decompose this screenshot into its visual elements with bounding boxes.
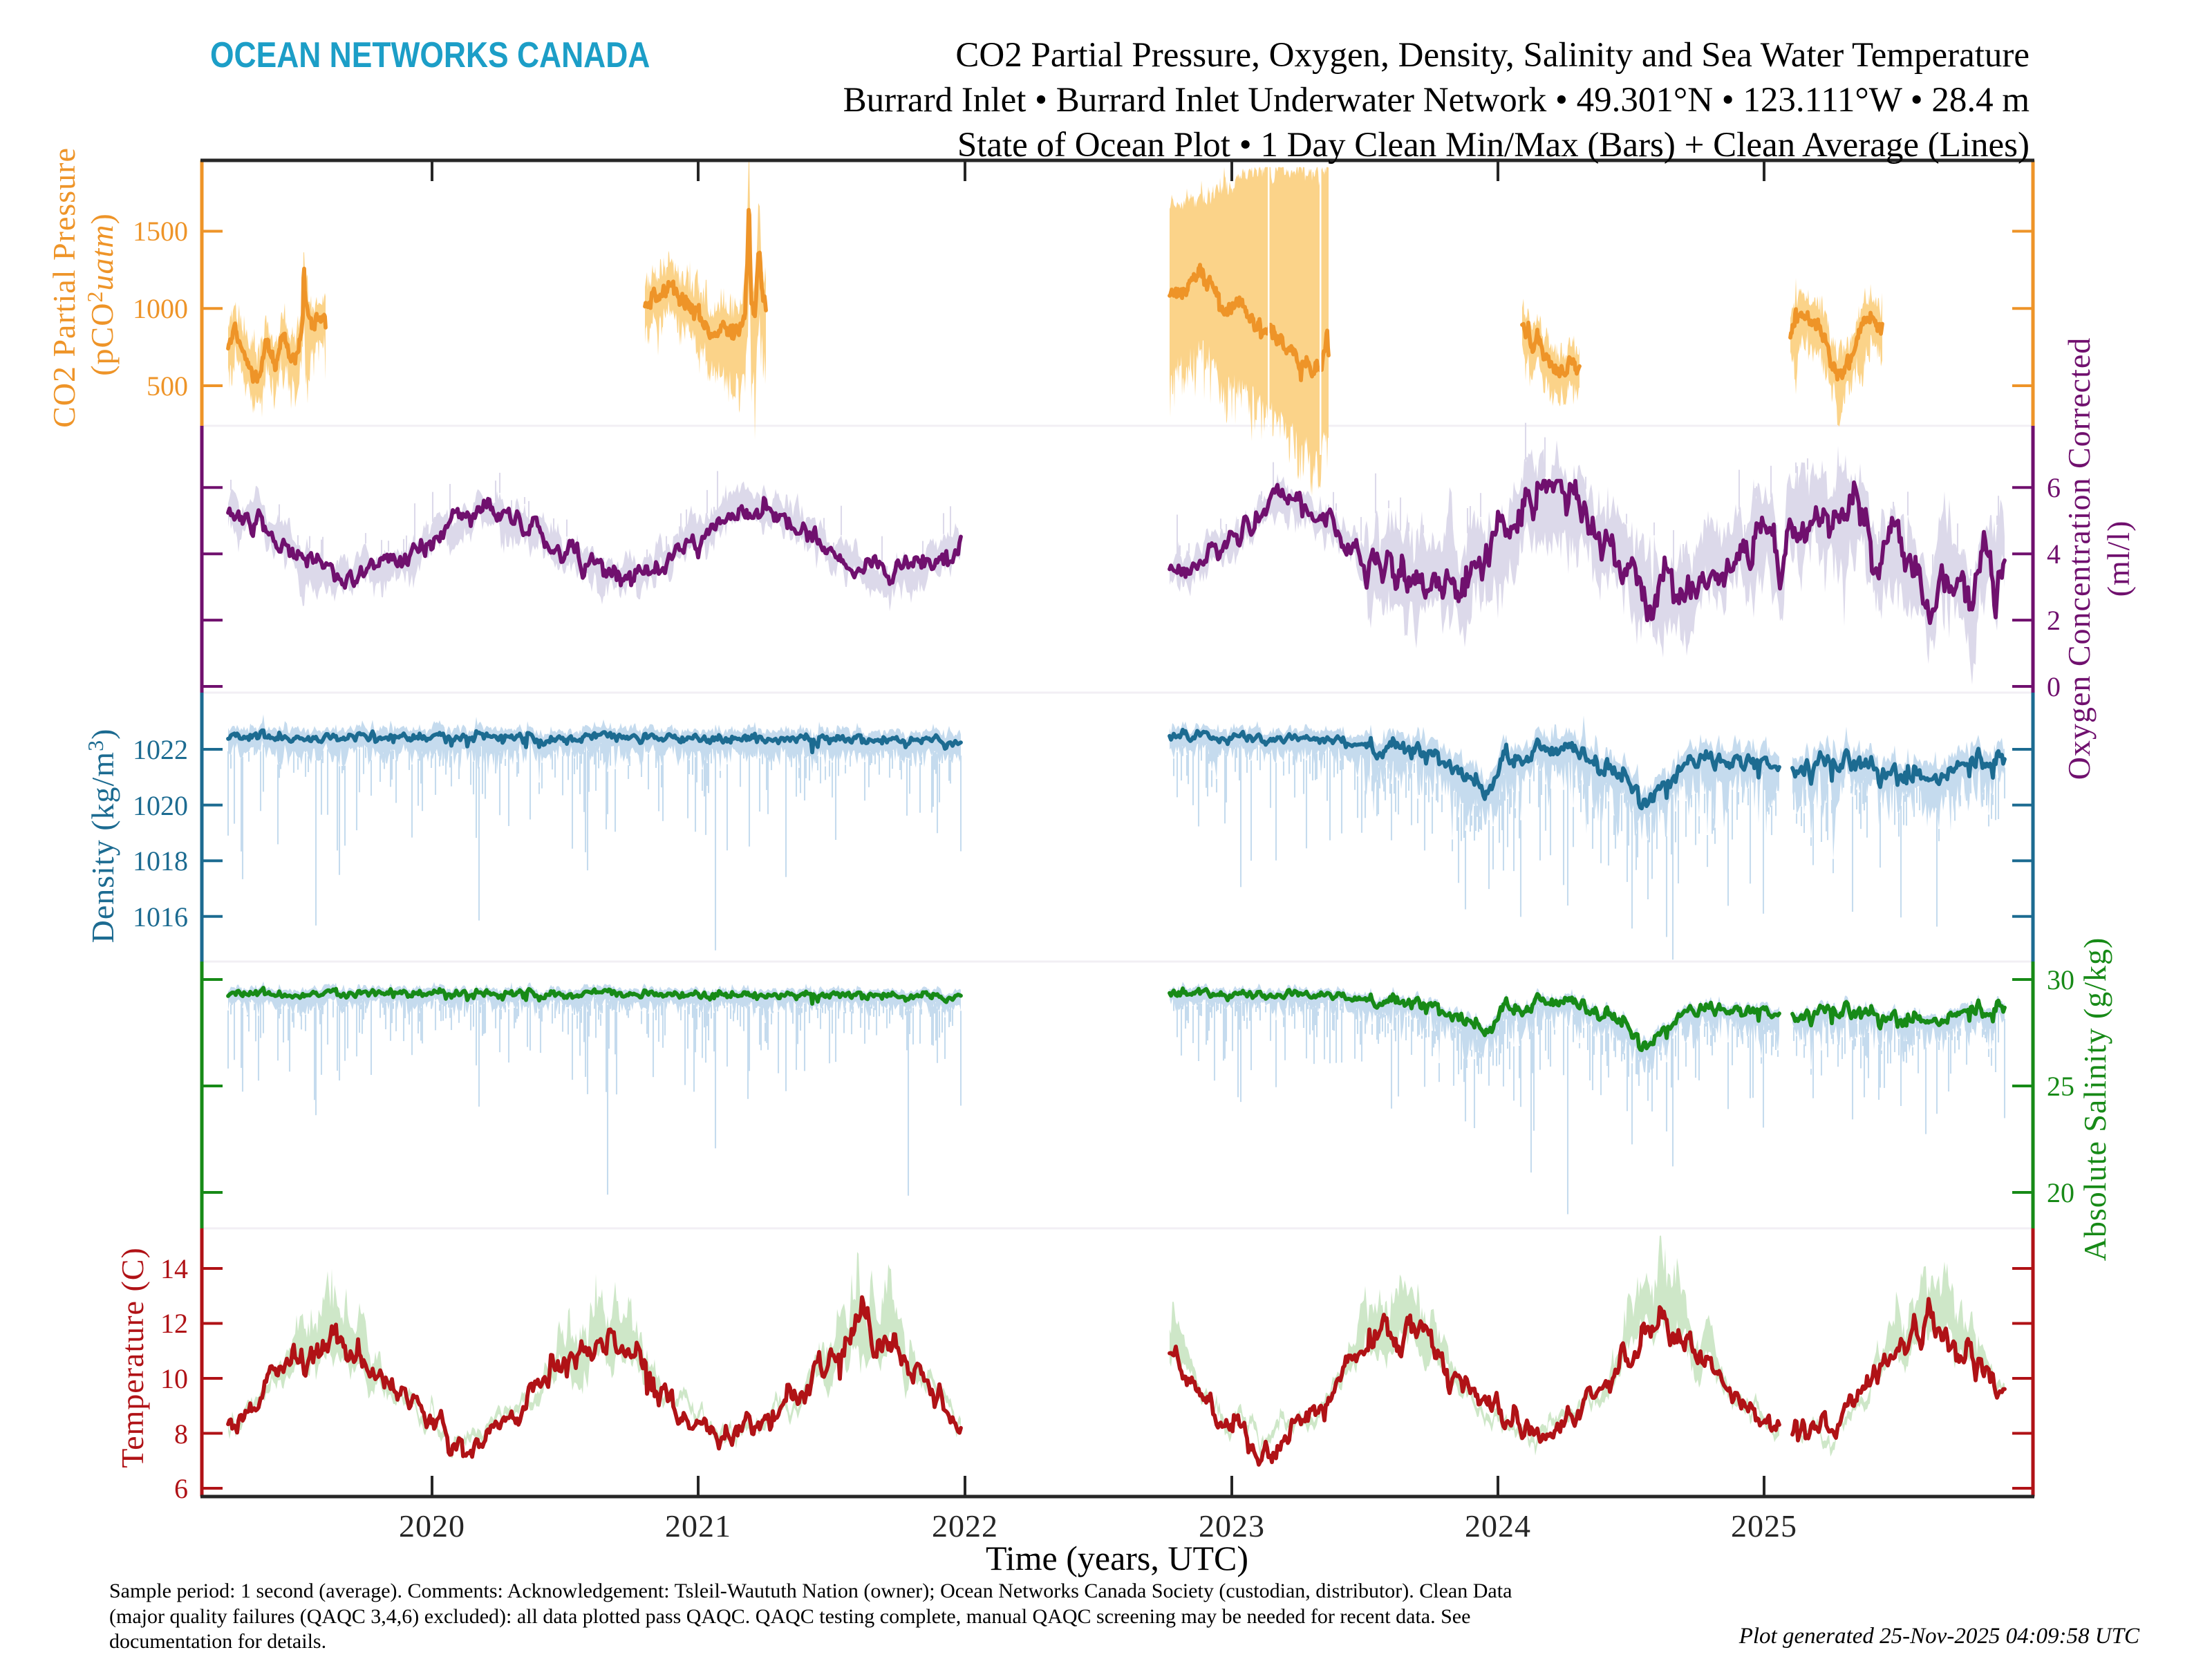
- svg-text:1016: 1016: [133, 901, 188, 932]
- svg-text:30: 30: [2047, 964, 2074, 995]
- svg-text:Temperature (C): Temperature (C): [115, 1247, 150, 1468]
- svg-text:Oxygen Concentration Corrected: Oxygen Concentration Corrected: [2061, 337, 2097, 780]
- svg-text:1000: 1000: [133, 293, 188, 324]
- svg-text:8: 8: [174, 1418, 188, 1450]
- svg-text:2022: 2022: [932, 1508, 998, 1544]
- svg-text:(major quality failures (QAQC: (major quality failures (QAQC 3,4,6) exc…: [109, 1605, 1470, 1628]
- svg-text:1500: 1500: [133, 216, 188, 247]
- svg-text:2024: 2024: [1465, 1508, 1531, 1544]
- svg-text:2025: 2025: [1731, 1508, 1797, 1544]
- svg-text:6: 6: [2047, 472, 2061, 503]
- svg-text:6: 6: [174, 1473, 188, 1504]
- svg-text:2023: 2023: [1199, 1508, 1265, 1544]
- svg-text:2021: 2021: [665, 1508, 731, 1544]
- svg-text:Plot generated 25-Nov-2025 04:: Plot generated 25-Nov-2025 04:09:58 UTC: [1738, 1624, 2140, 1649]
- svg-text:Burrard Inlet • Burrard Inlet: Burrard Inlet • Burrard Inlet Underwater…: [843, 81, 2030, 120]
- svg-text:Absolute Salinity (g/kg): Absolute Salinity (g/kg): [2077, 937, 2112, 1262]
- svg-text:2: 2: [2047, 605, 2061, 636]
- svg-text:2020: 2020: [399, 1508, 465, 1544]
- svg-text:CO2 Partial Pressure: CO2 Partial Pressure: [46, 147, 82, 428]
- svg-text:CO2 Partial Pressure, Oxygen,: CO2 Partial Pressure, Oxygen, Density, S…: [955, 36, 2030, 75]
- svg-text:State of Ocean Plot • 1 Day Cl: State of Ocean Plot • 1 Day Clean Min/Ma…: [957, 126, 2030, 165]
- svg-text:14: 14: [160, 1253, 188, 1284]
- svg-text:Time (years, UTC): Time (years, UTC): [986, 1539, 1248, 1577]
- svg-text:20: 20: [2047, 1177, 2074, 1208]
- svg-text:Sample period: 1 second (avera: Sample period: 1 second (average). Comme…: [109, 1580, 1512, 1602]
- svg-text:(ml/l): (ml/l): [2101, 521, 2136, 597]
- svg-text:4: 4: [2047, 538, 2061, 570]
- svg-text:1022: 1022: [133, 734, 188, 765]
- svg-text:12: 12: [160, 1308, 188, 1339]
- svg-text:500: 500: [147, 371, 188, 402]
- svg-text:0: 0: [2047, 671, 2061, 702]
- svg-text:documentation for details.: documentation for details.: [109, 1630, 326, 1653]
- svg-text:25: 25: [2047, 1071, 2074, 1102]
- svg-text:OCEAN NETWORKS CANADA: OCEAN NETWORKS CANADA: [210, 35, 650, 75]
- svg-text:1020: 1020: [133, 790, 188, 821]
- svg-text:10: 10: [160, 1363, 188, 1394]
- svg-text:Density (kg/m3): Density (kg/m3): [83, 729, 120, 944]
- svg-text:(pCO2uatm): (pCO2uatm): [82, 213, 120, 376]
- svg-text:1018: 1018: [133, 845, 188, 877]
